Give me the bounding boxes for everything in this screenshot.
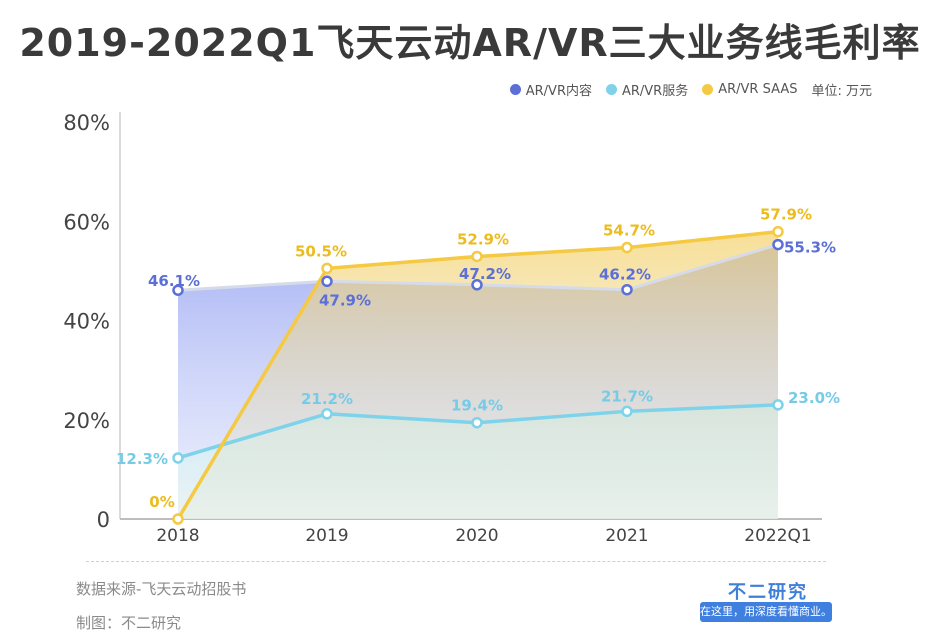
point-saas <box>321 262 333 275</box>
legend: AR/VR内容 AR/VR服务 AR/VR SAAS 单位: 万元 <box>496 80 872 99</box>
legend-item-service: AR/VR服务 <box>605 80 689 99</box>
brand-logo: 不二研究 <box>728 582 808 603</box>
legend-swatch-content <box>509 84 521 95</box>
footer-divider <box>86 561 826 562</box>
x-tick-label: 2018 <box>156 526 199 546</box>
data-label-content: 55.3% <box>784 239 836 257</box>
x-tick-label: 2022Q1 <box>744 526 811 546</box>
point-content <box>772 238 784 251</box>
area-saas <box>178 231 778 519</box>
point-service <box>621 405 633 418</box>
point-content <box>471 279 483 291</box>
y-tick-label: 0 <box>97 508 110 532</box>
brand-slogan: 在这里，用深度看懂商业。 <box>700 602 832 622</box>
y-tick-label: 60% <box>63 210 110 234</box>
point-saas <box>772 225 784 238</box>
data-label-saas: 52.9% <box>457 230 509 248</box>
legend-item-content: AR/VR内容 <box>509 80 592 99</box>
point-content <box>321 275 333 288</box>
point-saas <box>172 513 184 525</box>
data-label-service: 12.3% <box>116 450 168 468</box>
point-content <box>621 283 633 296</box>
data-label-saas: 0% <box>149 493 174 511</box>
point-service <box>172 452 184 464</box>
data-label-saas: 57.9% <box>760 206 812 224</box>
y-tick-label: 40% <box>63 310 110 334</box>
point-service <box>321 408 333 420</box>
point-service <box>471 416 483 429</box>
point-service <box>772 399 784 411</box>
point-content <box>172 284 184 296</box>
data-source: 数据来源-飞天云动招股书 <box>76 580 247 598</box>
x-tick-label: 2020 <box>455 526 498 546</box>
x-tick-label: 2019 <box>305 526 348 546</box>
data-label-content: 46.2% <box>599 266 651 284</box>
point-saas <box>471 250 483 263</box>
data-label-service: 19.4% <box>451 397 503 415</box>
legend-label-content: AR/VR内容 <box>525 84 592 99</box>
data-label-saas: 54.7% <box>603 222 655 240</box>
data-label-content: 47.9% <box>319 291 371 309</box>
data-label-saas: 50.5% <box>295 242 347 260</box>
data-label-service: 23.0% <box>788 389 840 407</box>
data-label-content: 47.2% <box>459 265 511 283</box>
y-tick-label: 80% <box>63 111 110 135</box>
legend-label-saas: AR/VR SAAS <box>718 82 798 97</box>
x-tick-label: 2021 <box>605 526 648 546</box>
point-saas <box>621 241 633 254</box>
data-label-service: 21.2% <box>301 390 353 408</box>
legend-swatch-saas <box>702 84 714 95</box>
chart-maker: 制图：不二研究 <box>76 614 182 632</box>
chart-title: 2019-2022Q1飞天云动AR/VR三大业务线毛利率 <box>19 21 921 65</box>
y-tick-label: 20% <box>63 409 110 433</box>
data-label-content: 46.1% <box>148 272 200 290</box>
data-label-service: 21.7% <box>601 387 653 405</box>
legend-label-service: AR/VR服务 <box>621 84 689 99</box>
unit-label: 单位: 万元 <box>811 84 872 99</box>
legend-swatch-service <box>605 84 617 95</box>
legend-item-saas: AR/VR SAAS <box>702 82 797 97</box>
